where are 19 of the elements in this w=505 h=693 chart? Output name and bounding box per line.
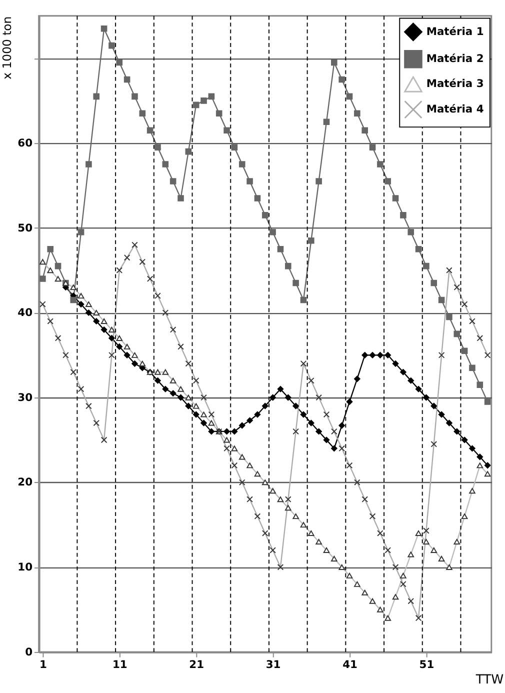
y-tick-label: 0: [25, 645, 33, 658]
legend-label: Matéria 1: [426, 24, 484, 38]
x-tick-label: 1: [39, 658, 47, 671]
y-tick-label: 20: [18, 476, 33, 489]
y-tick-label: 50: [18, 221, 33, 234]
x-tick-label: 21: [189, 658, 204, 671]
y-tick-label: 40: [18, 306, 33, 320]
x-tick-label: 31: [266, 658, 281, 671]
y-tick-label: 30: [18, 390, 33, 404]
legend-label: Matéria 3: [426, 77, 484, 90]
x-tick-label: 51: [419, 658, 434, 671]
y-tick-label: 60: [18, 136, 33, 150]
legend-label: Matéria 2: [426, 52, 484, 65]
legend-label: Matéria 4: [426, 102, 484, 116]
x-tick-label: 11: [112, 658, 128, 671]
y-axis-title: x 1000 ton: [0, 16, 14, 80]
y-tick-label: 10: [18, 560, 33, 574]
x-axis-title: TTW: [474, 672, 504, 687]
x-tick-label: 41: [342, 658, 358, 671]
